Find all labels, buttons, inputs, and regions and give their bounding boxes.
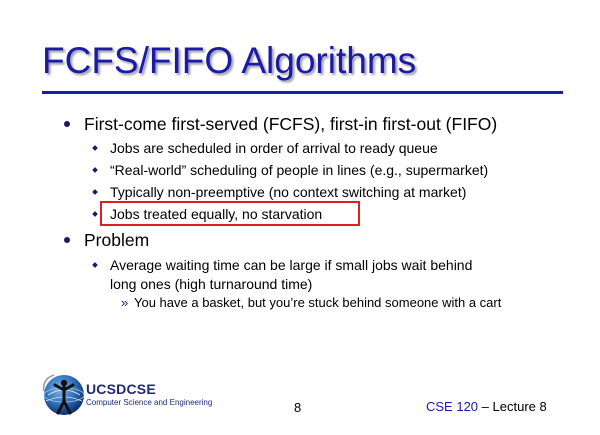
course-name: CSE 120 — [426, 399, 479, 414]
title-underline — [42, 91, 563, 94]
subbullet-text-line1: Average waiting time can be large if sma… — [110, 257, 473, 273]
bullet-dot-icon — [64, 237, 70, 243]
subbullet-text-line2: long ones (high turnaround time) — [110, 276, 313, 292]
diamond-bullet-icon — [92, 189, 98, 195]
subbullet-text: Typically non-preemptive (no context swi… — [110, 184, 467, 200]
slide-title: FCFS/FIFO Algorithms — [42, 40, 417, 81]
bullet-text: First-come first-served (FCFS), first-in… — [84, 114, 498, 134]
bullet-text: Problem — [84, 230, 150, 250]
red-highlight-box — [100, 201, 360, 226]
raquo-bullet-icon: » — [121, 295, 129, 310]
subsubbullet-text: You have a basket, but you’re stuck behi… — [134, 295, 502, 310]
diamond-bullet-icon — [92, 262, 98, 268]
subbullet-text: Jobs are scheduled in order of arrival t… — [110, 140, 438, 156]
logo-subtitle: Computer Science and Engineering — [86, 398, 213, 407]
subbullet-text: “Real-world” scheduling of people in lin… — [110, 162, 489, 178]
ucsd-cse-logo-icon — [42, 374, 85, 415]
diamond-bullet-icon — [92, 211, 98, 217]
footer-course-label: CSE 120 – Lecture 8 — [426, 399, 547, 414]
lecture-label: – Lecture 8 — [481, 399, 547, 414]
subbullet-text: Jobs treated equally, no starvation — [110, 206, 323, 222]
page-number: 8 — [294, 400, 302, 415]
diamond-bullet-icon — [92, 167, 98, 173]
diamond-bullet-icon — [92, 145, 98, 151]
logo-name: UCSDCSE — [86, 381, 156, 397]
bullet-dot-icon — [64, 121, 70, 127]
